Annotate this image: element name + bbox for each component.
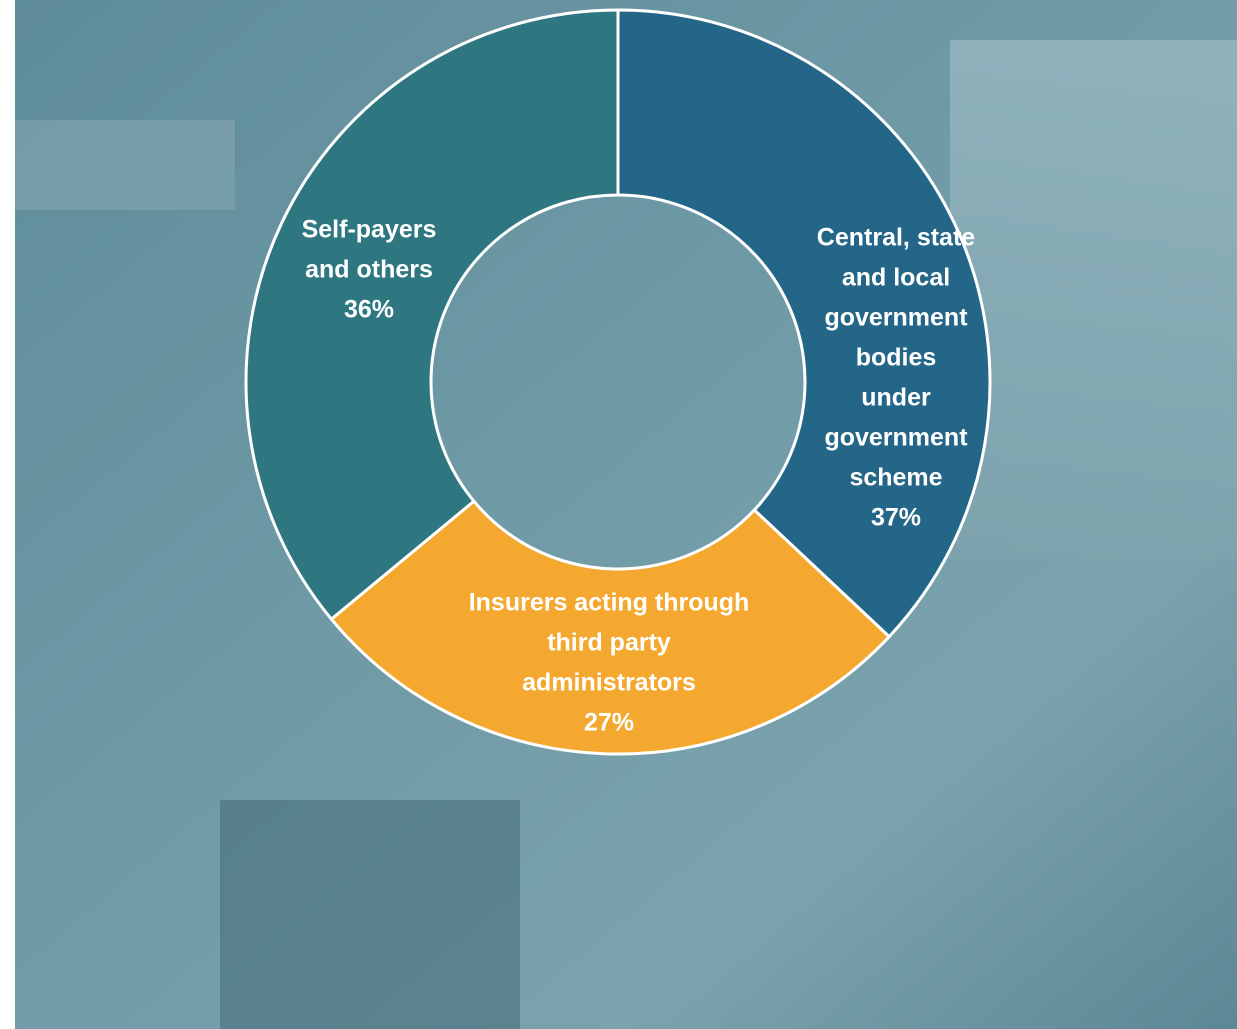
segment-label: third party: [547, 629, 671, 657]
donut-segment: [329, 499, 892, 756]
donut: Central, state and local government bodies u…: [244, 8, 992, 756]
segment-label: administrators: [522, 669, 696, 697]
donut-segment: [244, 8, 620, 622]
value-label: 37%: [871, 504, 921, 532]
segment-label: bodies: [856, 344, 937, 372]
incubator-base: [220, 800, 520, 1029]
value-label: 36%: [344, 296, 394, 324]
segment-label: government: [824, 304, 968, 332]
window: [950, 40, 1237, 560]
segment-label: Central, state: [817, 224, 975, 252]
segment-label: scheme: [849, 464, 942, 492]
segment-label: and local: [842, 264, 950, 292]
value-label: 27%: [584, 709, 634, 737]
segment-label: and others: [305, 256, 433, 284]
donut-segment: [616, 8, 992, 639]
segment-label: Insurers acting through: [469, 589, 750, 617]
wall-panel: [15, 120, 235, 210]
segment-label: under: [861, 384, 931, 412]
segment-label: government: [824, 424, 968, 452]
segment-label: Self-payers: [302, 216, 437, 244]
